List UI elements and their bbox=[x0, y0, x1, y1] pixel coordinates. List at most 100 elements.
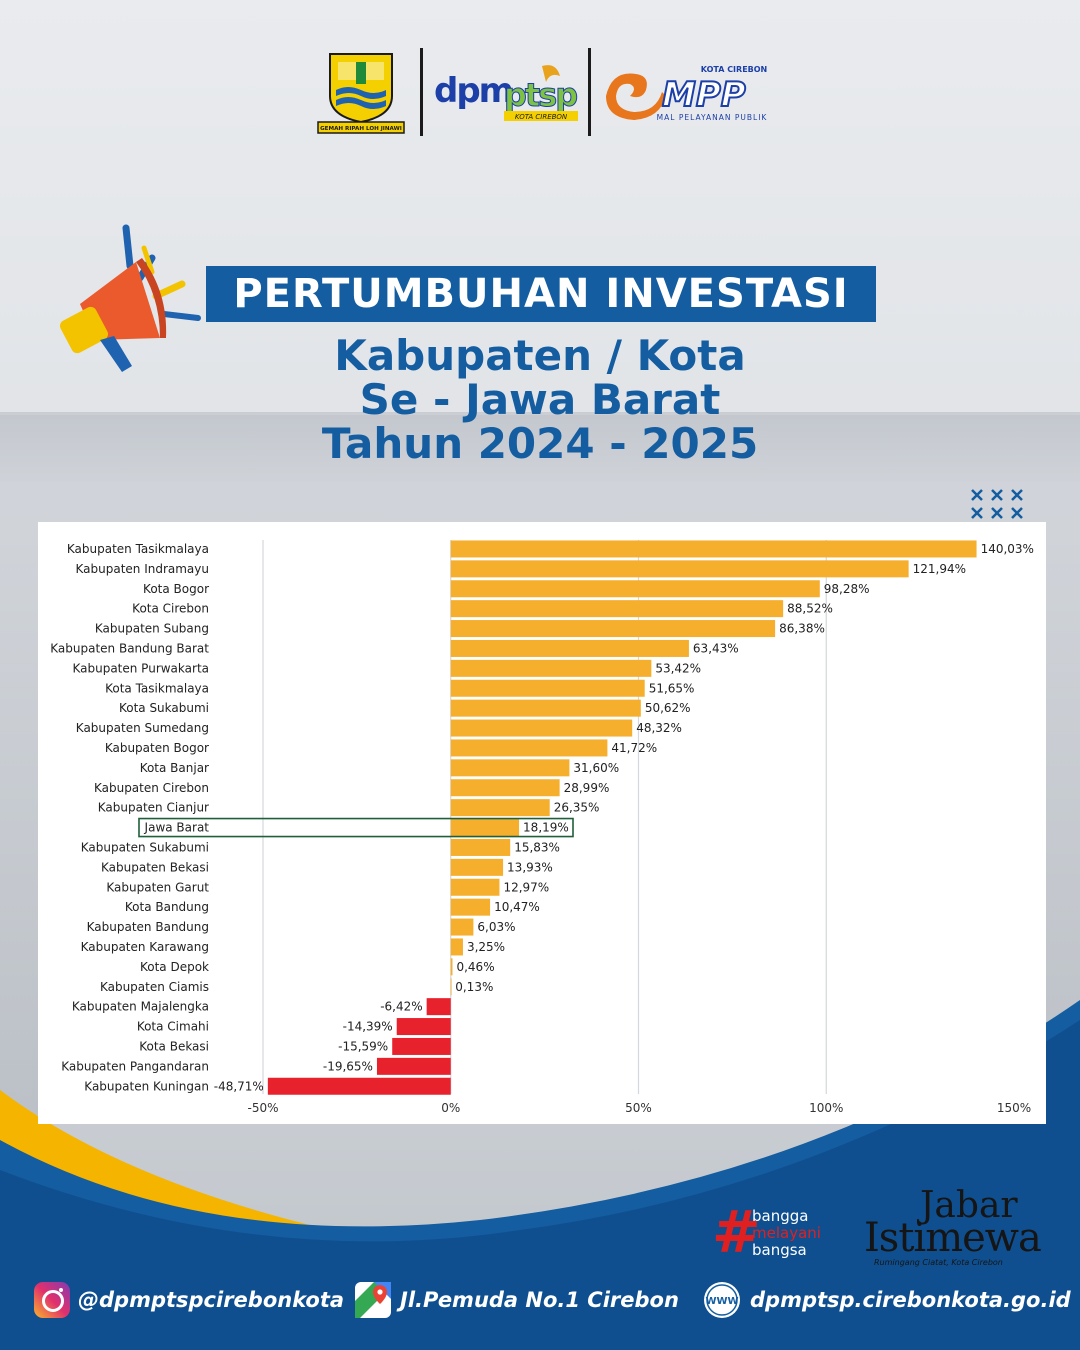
crest-motto: GEMAH RIPAH LOH JINAWI bbox=[320, 126, 402, 132]
instagram-handle[interactable]: @dpmptspcirebonkota bbox=[78, 1288, 345, 1312]
x-tick-label: 150% bbox=[997, 1101, 1031, 1115]
category-label: Kota Banjar bbox=[140, 761, 209, 775]
category-label: Kota Depok bbox=[140, 960, 209, 974]
bar bbox=[450, 958, 453, 976]
subtitle-line-1: Kabupaten / Kota bbox=[334, 331, 746, 380]
value-label: 10,47% bbox=[494, 900, 540, 914]
value-label: -6,42% bbox=[380, 1000, 422, 1014]
bangga-melayani-bangsa-logo: # bangga melayani bangsa bbox=[712, 1200, 842, 1270]
bangga-line-1: bangga bbox=[752, 1207, 809, 1225]
category-label: Kota Cirebon bbox=[132, 602, 209, 616]
value-label: 41,72% bbox=[611, 741, 657, 755]
category-label: Kota Sukabumi bbox=[119, 701, 209, 715]
category-label: Kabupaten Sumedang bbox=[76, 721, 209, 735]
category-label: Kabupaten Bekasi bbox=[101, 860, 209, 874]
mpp-text: MPP bbox=[662, 75, 746, 115]
category-label: Kabupaten Karawang bbox=[81, 940, 209, 954]
dpmptsp-logo: dpm ptsp KOTA CIREBON bbox=[434, 65, 580, 121]
category-label: Kabupaten Subang bbox=[95, 622, 209, 636]
bar bbox=[267, 1077, 451, 1095]
investment-growth-chart: -50% 0% 50% 100% 150% Kabupaten Tasikmalaya 14… bbox=[38, 522, 1046, 1124]
category-label: Kota Bekasi bbox=[139, 1039, 209, 1053]
footer-instagram[interactable]: @dpmptspcirebonkota bbox=[34, 1270, 344, 1330]
footer-address[interactable]: Jl.Pemuda No.1 Cirebon bbox=[354, 1270, 679, 1330]
istimewa-text: Istimewa bbox=[864, 1215, 1042, 1261]
value-label: 48,32% bbox=[636, 721, 682, 735]
value-label: 28,99% bbox=[564, 781, 610, 795]
bangga-hash: # bbox=[712, 1198, 761, 1266]
bar bbox=[392, 1037, 451, 1055]
subtitle-line-3: Tahun 2024 - 2025 bbox=[321, 419, 759, 468]
bar bbox=[426, 998, 451, 1016]
value-label: -14,39% bbox=[343, 1020, 393, 1034]
bar bbox=[450, 858, 504, 876]
logo-divider bbox=[420, 48, 423, 136]
dpm-text: dpm bbox=[434, 71, 512, 111]
bar bbox=[450, 759, 570, 777]
value-label: 63,43% bbox=[693, 641, 739, 655]
category-label: Kota Tasikmalaya bbox=[105, 681, 209, 695]
value-label: 0,46% bbox=[456, 960, 494, 974]
value-label: -15,59% bbox=[338, 1039, 388, 1053]
background-roof bbox=[0, 412, 1080, 482]
footer-website[interactable]: WWW dpmptsp.cirebonkota.go.id bbox=[702, 1270, 1071, 1330]
jabar-istimewa-logo: Jabar Istimewa Rumingang Ciatat, Kota Ci… bbox=[860, 1188, 1050, 1268]
bar bbox=[450, 918, 474, 936]
bar bbox=[450, 679, 645, 697]
bar bbox=[450, 978, 452, 996]
bar bbox=[450, 719, 633, 737]
bar bbox=[450, 878, 500, 896]
decorative-x-pattern bbox=[971, 489, 1023, 519]
x-tick-label: -50% bbox=[247, 1101, 278, 1115]
highlight-box bbox=[138, 817, 574, 838]
value-label: 98,28% bbox=[824, 582, 870, 596]
jabar-text: Jabar bbox=[920, 1185, 1018, 1226]
category-label: Kota Bogor bbox=[143, 582, 209, 596]
megamendung-icon bbox=[606, 73, 666, 120]
category-label: Kabupaten Purwakarta bbox=[72, 661, 209, 675]
value-label: 31,60% bbox=[573, 761, 619, 775]
x-tick-label: 100% bbox=[809, 1101, 843, 1115]
category-label: Kota Bandung bbox=[125, 900, 209, 914]
value-label: 86,38% bbox=[779, 622, 825, 636]
website-text[interactable]: dpmptsp.cirebonkota.go.id bbox=[750, 1288, 1071, 1312]
bar bbox=[450, 779, 560, 797]
value-label: 121,94% bbox=[913, 562, 966, 576]
bar bbox=[450, 838, 511, 856]
value-label: 13,93% bbox=[507, 860, 553, 874]
value-label: 26,35% bbox=[554, 801, 600, 815]
footer-wave-background bbox=[0, 1000, 1080, 1350]
subtitle-line-2: Se - Jawa Barat bbox=[359, 375, 721, 424]
bar bbox=[450, 739, 608, 757]
value-label: 12,97% bbox=[503, 880, 549, 894]
category-label: Kabupaten Pangandaran bbox=[61, 1059, 209, 1073]
bar bbox=[450, 639, 689, 657]
google-maps-icon bbox=[355, 1282, 391, 1318]
category-label: Kabupaten Cirebon bbox=[94, 781, 209, 795]
value-label: 53,42% bbox=[655, 661, 701, 675]
bar bbox=[450, 659, 652, 677]
x-tick-label: 50% bbox=[625, 1101, 652, 1115]
value-label: 88,52% bbox=[787, 602, 833, 616]
value-label: -19,65% bbox=[323, 1059, 373, 1073]
bar bbox=[450, 898, 491, 916]
bar bbox=[450, 938, 463, 956]
value-label: 51,65% bbox=[649, 681, 695, 695]
jabar-tagline: Rumingang Ciatat, Kota Cirebon bbox=[874, 1258, 1003, 1267]
bar bbox=[396, 1018, 451, 1036]
value-label: 140,03% bbox=[981, 542, 1034, 556]
mpp-kota: KOTA CIREBON bbox=[701, 65, 768, 74]
address-text[interactable]: Jl.Pemuda No.1 Cirebon bbox=[400, 1288, 679, 1312]
category-label: Kabupaten Indramayu bbox=[75, 562, 209, 576]
category-label: Kabupaten Bandung Barat bbox=[50, 641, 209, 655]
bird-icon bbox=[542, 65, 560, 82]
category-label: Kabupaten Bogor bbox=[105, 741, 209, 755]
mpp-subtitle: MAL PELAYANAN PUBLIK bbox=[657, 113, 768, 122]
bar bbox=[450, 799, 550, 817]
bangga-line-3: bangsa bbox=[752, 1241, 807, 1259]
globe-icon: WWW bbox=[704, 1282, 740, 1318]
dpm-subtitle: KOTA CIREBON bbox=[515, 113, 568, 121]
category-label: Jawa Barat bbox=[144, 821, 210, 835]
value-label: 15,83% bbox=[514, 840, 560, 854]
bar bbox=[450, 620, 776, 638]
